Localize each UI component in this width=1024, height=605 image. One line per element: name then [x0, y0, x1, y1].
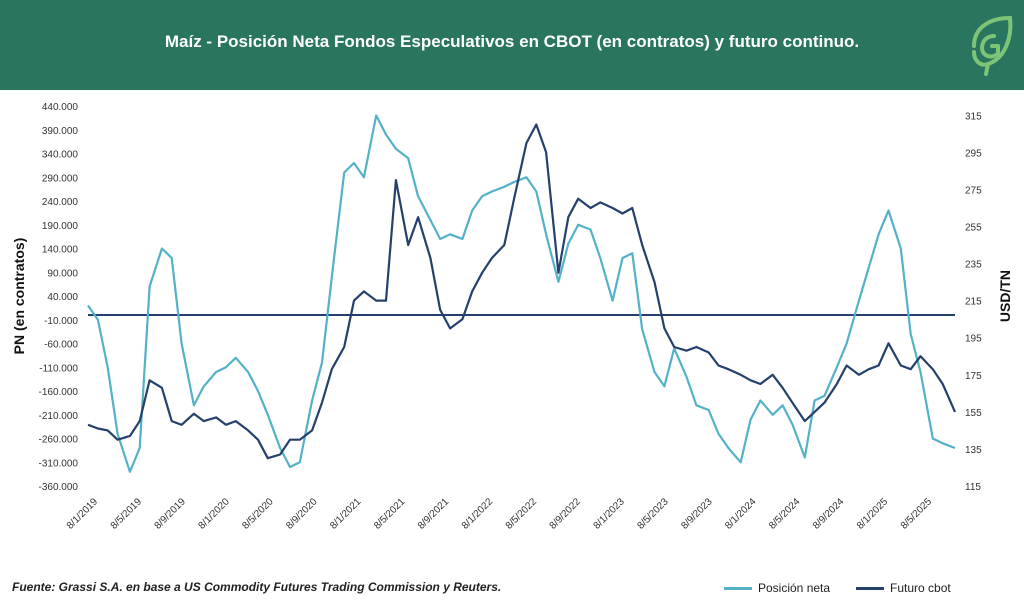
x-tick-label: 8/1/2022: [460, 496, 496, 532]
legend-label-futuro-cbot: Futuro cbot: [890, 581, 951, 595]
legend-swatch-futuro-cbot: [856, 586, 884, 590]
y-tick-label-right: 255: [965, 222, 982, 233]
y-tick-label-left: 90.000: [47, 268, 78, 279]
x-tick-label: 8/5/2023: [635, 496, 671, 532]
x-tick-label: 8/9/2019: [153, 496, 189, 532]
legend-item-posicion-neta: Posición neta: [724, 580, 830, 596]
y-tick-label-right: 175: [965, 371, 982, 382]
grassi-leaf-logo-icon: [972, 15, 1013, 76]
y-tick-label-left: 340.000: [42, 150, 79, 161]
y-tick-label-right: 275: [965, 185, 982, 196]
y-axis-label-left: PN (en contratos): [11, 238, 27, 355]
y-tick-label-right: 315: [965, 111, 982, 122]
series-line-posicion-neta: [87, 114, 956, 473]
y-tick-label-right: 115: [965, 482, 981, 493]
x-tick-label: 8/9/2020: [284, 496, 320, 532]
y-tick-label-right: 215: [965, 297, 982, 308]
y-tick-label-left: 190.000: [42, 221, 79, 232]
y-tick-label-left: -110.000: [39, 363, 78, 374]
x-tick-label: 8/1/2021: [328, 496, 364, 532]
y-tick-label-left: 440.000: [42, 102, 79, 113]
series-line-futuro-cbot: [87, 123, 957, 460]
legend-swatch-posicion-neta: [724, 586, 752, 590]
x-tick-label: 8/1/2020: [196, 496, 232, 532]
y-tick-label-right: 135: [965, 445, 982, 456]
y-tick-label-left: 390.000: [42, 126, 79, 137]
legend-item-futuro-cbot: Futuro cbot: [856, 580, 951, 596]
x-tick-label: 8/1/2019: [65, 496, 101, 532]
legend-label-posicion-neta: Posición neta: [758, 581, 831, 595]
y-tick-label-left: -210.000: [39, 411, 79, 422]
y-tick-label-left: 140.000: [42, 245, 79, 256]
y-tick-label-right: 195: [965, 334, 982, 345]
y-tick-label-left: 40.000: [47, 292, 78, 303]
y-tick-label-left: -310.000: [39, 458, 79, 469]
y-tick-label-left: -10.000: [44, 316, 78, 327]
x-tick-label: 8/9/2023: [679, 496, 715, 532]
y-tick-label-left: -160.000: [39, 387, 79, 398]
y-tick-label-left: -360.000: [39, 482, 79, 493]
x-tick-label: 8/5/2021: [372, 496, 408, 532]
y-tick-label-left: 290.000: [42, 173, 79, 184]
x-tick-label: 8/9/2022: [548, 496, 584, 532]
y-tick-label-right: 295: [965, 148, 982, 159]
x-tick-label: 8/5/2024: [767, 496, 803, 532]
x-tick-label: 8/9/2021: [416, 496, 452, 532]
header-bar: Maíz - Posición Neta Fondos Especulativo…: [0, 0, 1024, 90]
x-tick-label: 8/1/2025: [855, 496, 891, 532]
y-axis-label-right: USD/TN: [997, 270, 1013, 322]
y-tick-label-right: 235: [965, 260, 982, 271]
x-tick-label: 8/5/2019: [109, 496, 145, 532]
x-tick-label: 8/1/2023: [592, 496, 628, 532]
chart-title: Maíz - Posición Neta Fondos Especulativo…: [164, 32, 860, 51]
y-tick-label-left: -260.000: [39, 435, 79, 446]
x-tick-label: 8/5/2020: [240, 496, 276, 532]
line-chart: 440.000 390.000 340.000 290.000 240.000 190.0…: [11, 102, 1013, 532]
x-tick-label: 8/1/2024: [723, 496, 759, 532]
x-tick-label: 8/9/2024: [811, 496, 847, 532]
x-tick-label: 8/5/2025: [899, 496, 935, 532]
y-tick-label-right: 155: [965, 408, 982, 419]
x-tick-label: 8/5/2022: [504, 496, 540, 532]
source-note: Fuente: Grassi S.A. en base a US Commodi…: [12, 580, 502, 594]
y-tick-label-left: 240.000: [42, 197, 79, 208]
y-tick-label-left: -60.000: [44, 340, 78, 351]
